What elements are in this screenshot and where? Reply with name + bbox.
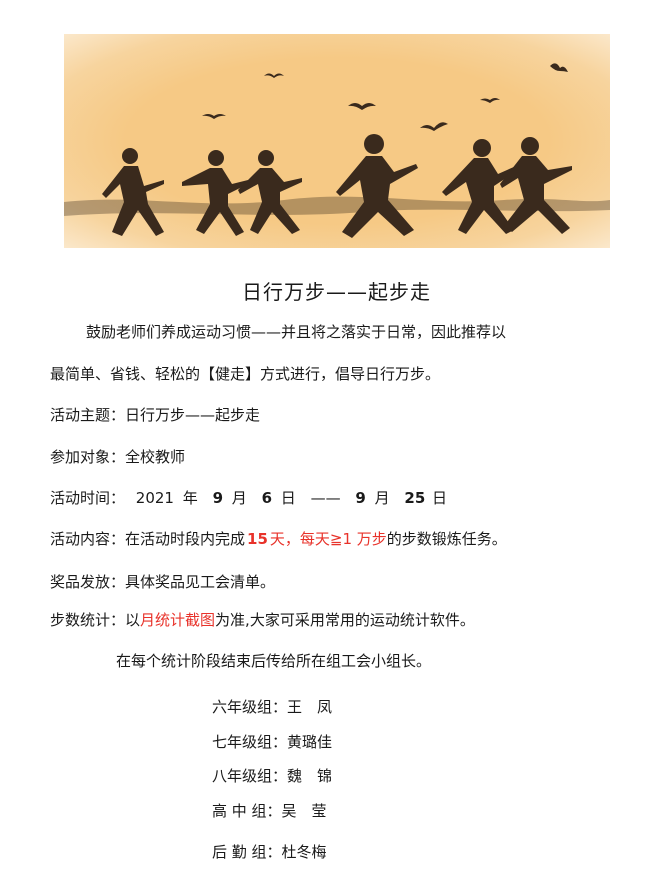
theme-row: 活动主题：日行万步——起步走 (50, 404, 260, 425)
time-start-month-unit: 月 (231, 489, 247, 507)
time-end-day-unit: 日 (432, 489, 448, 507)
content-days-unit: 天，每天≧1 万步 (269, 530, 387, 548)
bird-icon (202, 114, 226, 119)
walkers-illustration (64, 63, 610, 238)
time-start-day: 6 (261, 489, 273, 507)
group-row: 六年级组：王 凤 (212, 696, 332, 717)
walker-figure (238, 150, 302, 234)
group-name: 后 勤 组： (212, 843, 282, 861)
participants-value: 全校教师 (125, 448, 186, 466)
prize-row: 奖品发放：具体奖品见工会清单。 (50, 571, 275, 592)
time-dash: —— (310, 489, 341, 507)
page-title: 日行万步——起步走 (242, 280, 431, 304)
walker-figure (102, 148, 164, 236)
time-end-day: 25 (404, 489, 426, 507)
group-row: 高 中 组：吴 莹 (212, 800, 327, 821)
group-row: 七年级组：黄璐佳 (212, 731, 332, 752)
walker-figure (336, 134, 418, 238)
time-year: 2021 (135, 489, 174, 507)
stats-pre: 以 (125, 611, 141, 629)
content-row: 活动内容：在活动时段内完成 15 天，每天≧1 万步的步数锻炼任务。 (50, 528, 507, 549)
time-label: 活动时间： (50, 489, 126, 507)
content-post: 的步数锻炼任务。 (386, 530, 507, 548)
stats-post: 为准,大家可采用常用的运动统计软件。 (215, 611, 475, 629)
bird-icon (264, 73, 284, 78)
prize-label: 奖品发放： (50, 573, 126, 591)
prize-value: 具体奖品见工会清单。 (125, 573, 276, 591)
theme-label: 活动主题： (50, 406, 126, 424)
walker-figure (500, 137, 572, 234)
walker-figure (442, 139, 518, 234)
group-leader: 吴 莹 (281, 802, 327, 820)
content-days: 15 (247, 530, 268, 548)
time-end-month-unit: 月 (374, 489, 390, 507)
group-name: 八年级组： (212, 767, 288, 785)
stats-highlight: 月统计截图 (140, 611, 216, 629)
time-row: 活动时间： 2021 年 9 月 6 日 —— 9 月 25 日 (50, 487, 447, 508)
time-start-month: 9 (212, 489, 223, 507)
intro-line-1: 鼓励老师们养成运动习惯——并且将之落实于日常，因此推荐以 (86, 323, 507, 341)
stats-row: 步数统计：以月统计截图为准,大家可采用常用的运动统计软件。 (50, 609, 475, 630)
theme-value: 日行万步——起步走 (125, 406, 261, 424)
time-start-day-unit: 日 (280, 489, 296, 507)
banner-image (64, 34, 610, 248)
group-leader: 杜冬梅 (281, 843, 327, 861)
participants-label: 参加对象： (50, 448, 126, 466)
group-name: 七年级组： (212, 733, 288, 751)
group-name: 高 中 组： (212, 802, 282, 820)
time-end-month: 9 (355, 489, 366, 507)
walker-figure (182, 150, 248, 236)
group-leader: 魏 锦 (287, 767, 333, 785)
group-row: 八年级组：魏 锦 (212, 765, 332, 786)
participants-row: 参加对象：全校教师 (50, 446, 185, 467)
group-row: 后 勤 组：杜冬梅 (212, 841, 327, 862)
stats-note: 在每个统计阶段结束后传给所在组工会小组长。 (116, 652, 432, 670)
content-pre: 在活动时段内完成 (125, 530, 246, 548)
bird-icon (550, 63, 568, 72)
stats-label: 步数统计： (50, 611, 126, 629)
group-name: 六年级组： (212, 698, 288, 716)
bird-icon (480, 98, 500, 103)
intro-line-2: 最简单、省钱、轻松的【健走】方式进行，倡导日行万步。 (50, 365, 441, 383)
content-label: 活动内容： (50, 530, 126, 548)
bird-icon (420, 122, 448, 131)
bird-icon (348, 103, 376, 110)
group-leader: 黄璐佳 (287, 733, 333, 751)
group-leader: 王 凤 (287, 698, 333, 716)
time-year-unit: 年 (182, 489, 198, 507)
